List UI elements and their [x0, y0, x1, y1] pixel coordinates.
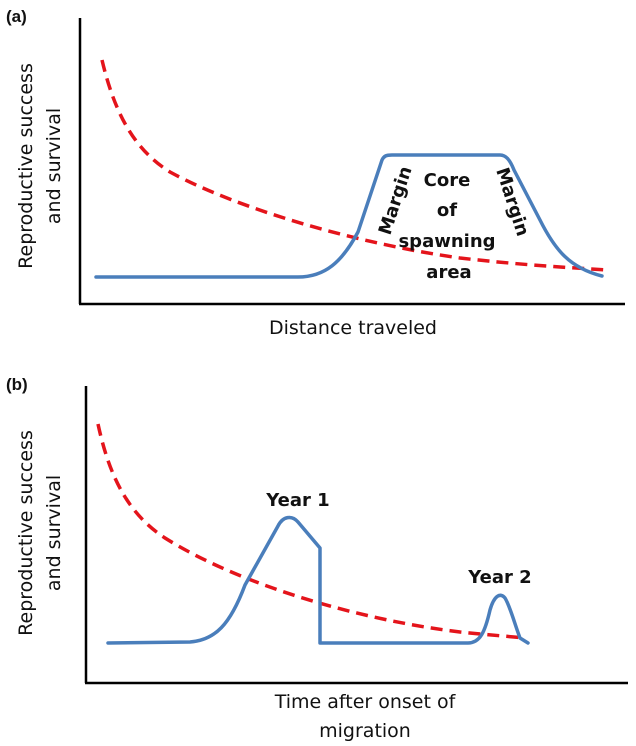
panel-a-label: (a): [6, 7, 27, 26]
panel-b-x-label-line1: Time after onset of: [274, 691, 457, 713]
panel-b-peak2-label: Year 2: [467, 567, 531, 588]
panel-a-core-line2: of: [437, 200, 457, 221]
panel-a-solid-curve: [94, 153, 604, 279]
panel-a-core-line3: spawning: [398, 231, 495, 252]
panel-b-peak1-label: Year 1: [265, 490, 329, 511]
panel-a: (a) Reproductive success and survival Di…: [6, 7, 625, 339]
panel-b-solid-curve: [106, 515, 530, 645]
panel-a-core-line1: Core: [424, 170, 471, 191]
panel-b-y-label-line2: and survival: [43, 475, 65, 591]
panel-a-margin-left: Margin: [375, 164, 417, 238]
panel-a-core-line4: area: [426, 262, 471, 283]
panel-a-margin-right: Margin: [491, 165, 533, 239]
panel-b-x-label-line2: migration: [319, 720, 411, 742]
panel-b-y-label-line1: Reproductive success: [15, 430, 37, 636]
panel-b: (b) Reproductive success and survival Ti…: [6, 375, 628, 742]
panel-a-dashed-curve: [100, 59, 607, 272]
panel-a-x-label: Distance traveled: [269, 317, 437, 339]
panel-a-y-label-line1: Reproductive success: [15, 63, 37, 269]
panel-b-dashed-curve: [96, 423, 526, 640]
panel-a-y-label-line2: and survival: [43, 108, 65, 224]
panel-b-label: (b): [6, 375, 28, 394]
